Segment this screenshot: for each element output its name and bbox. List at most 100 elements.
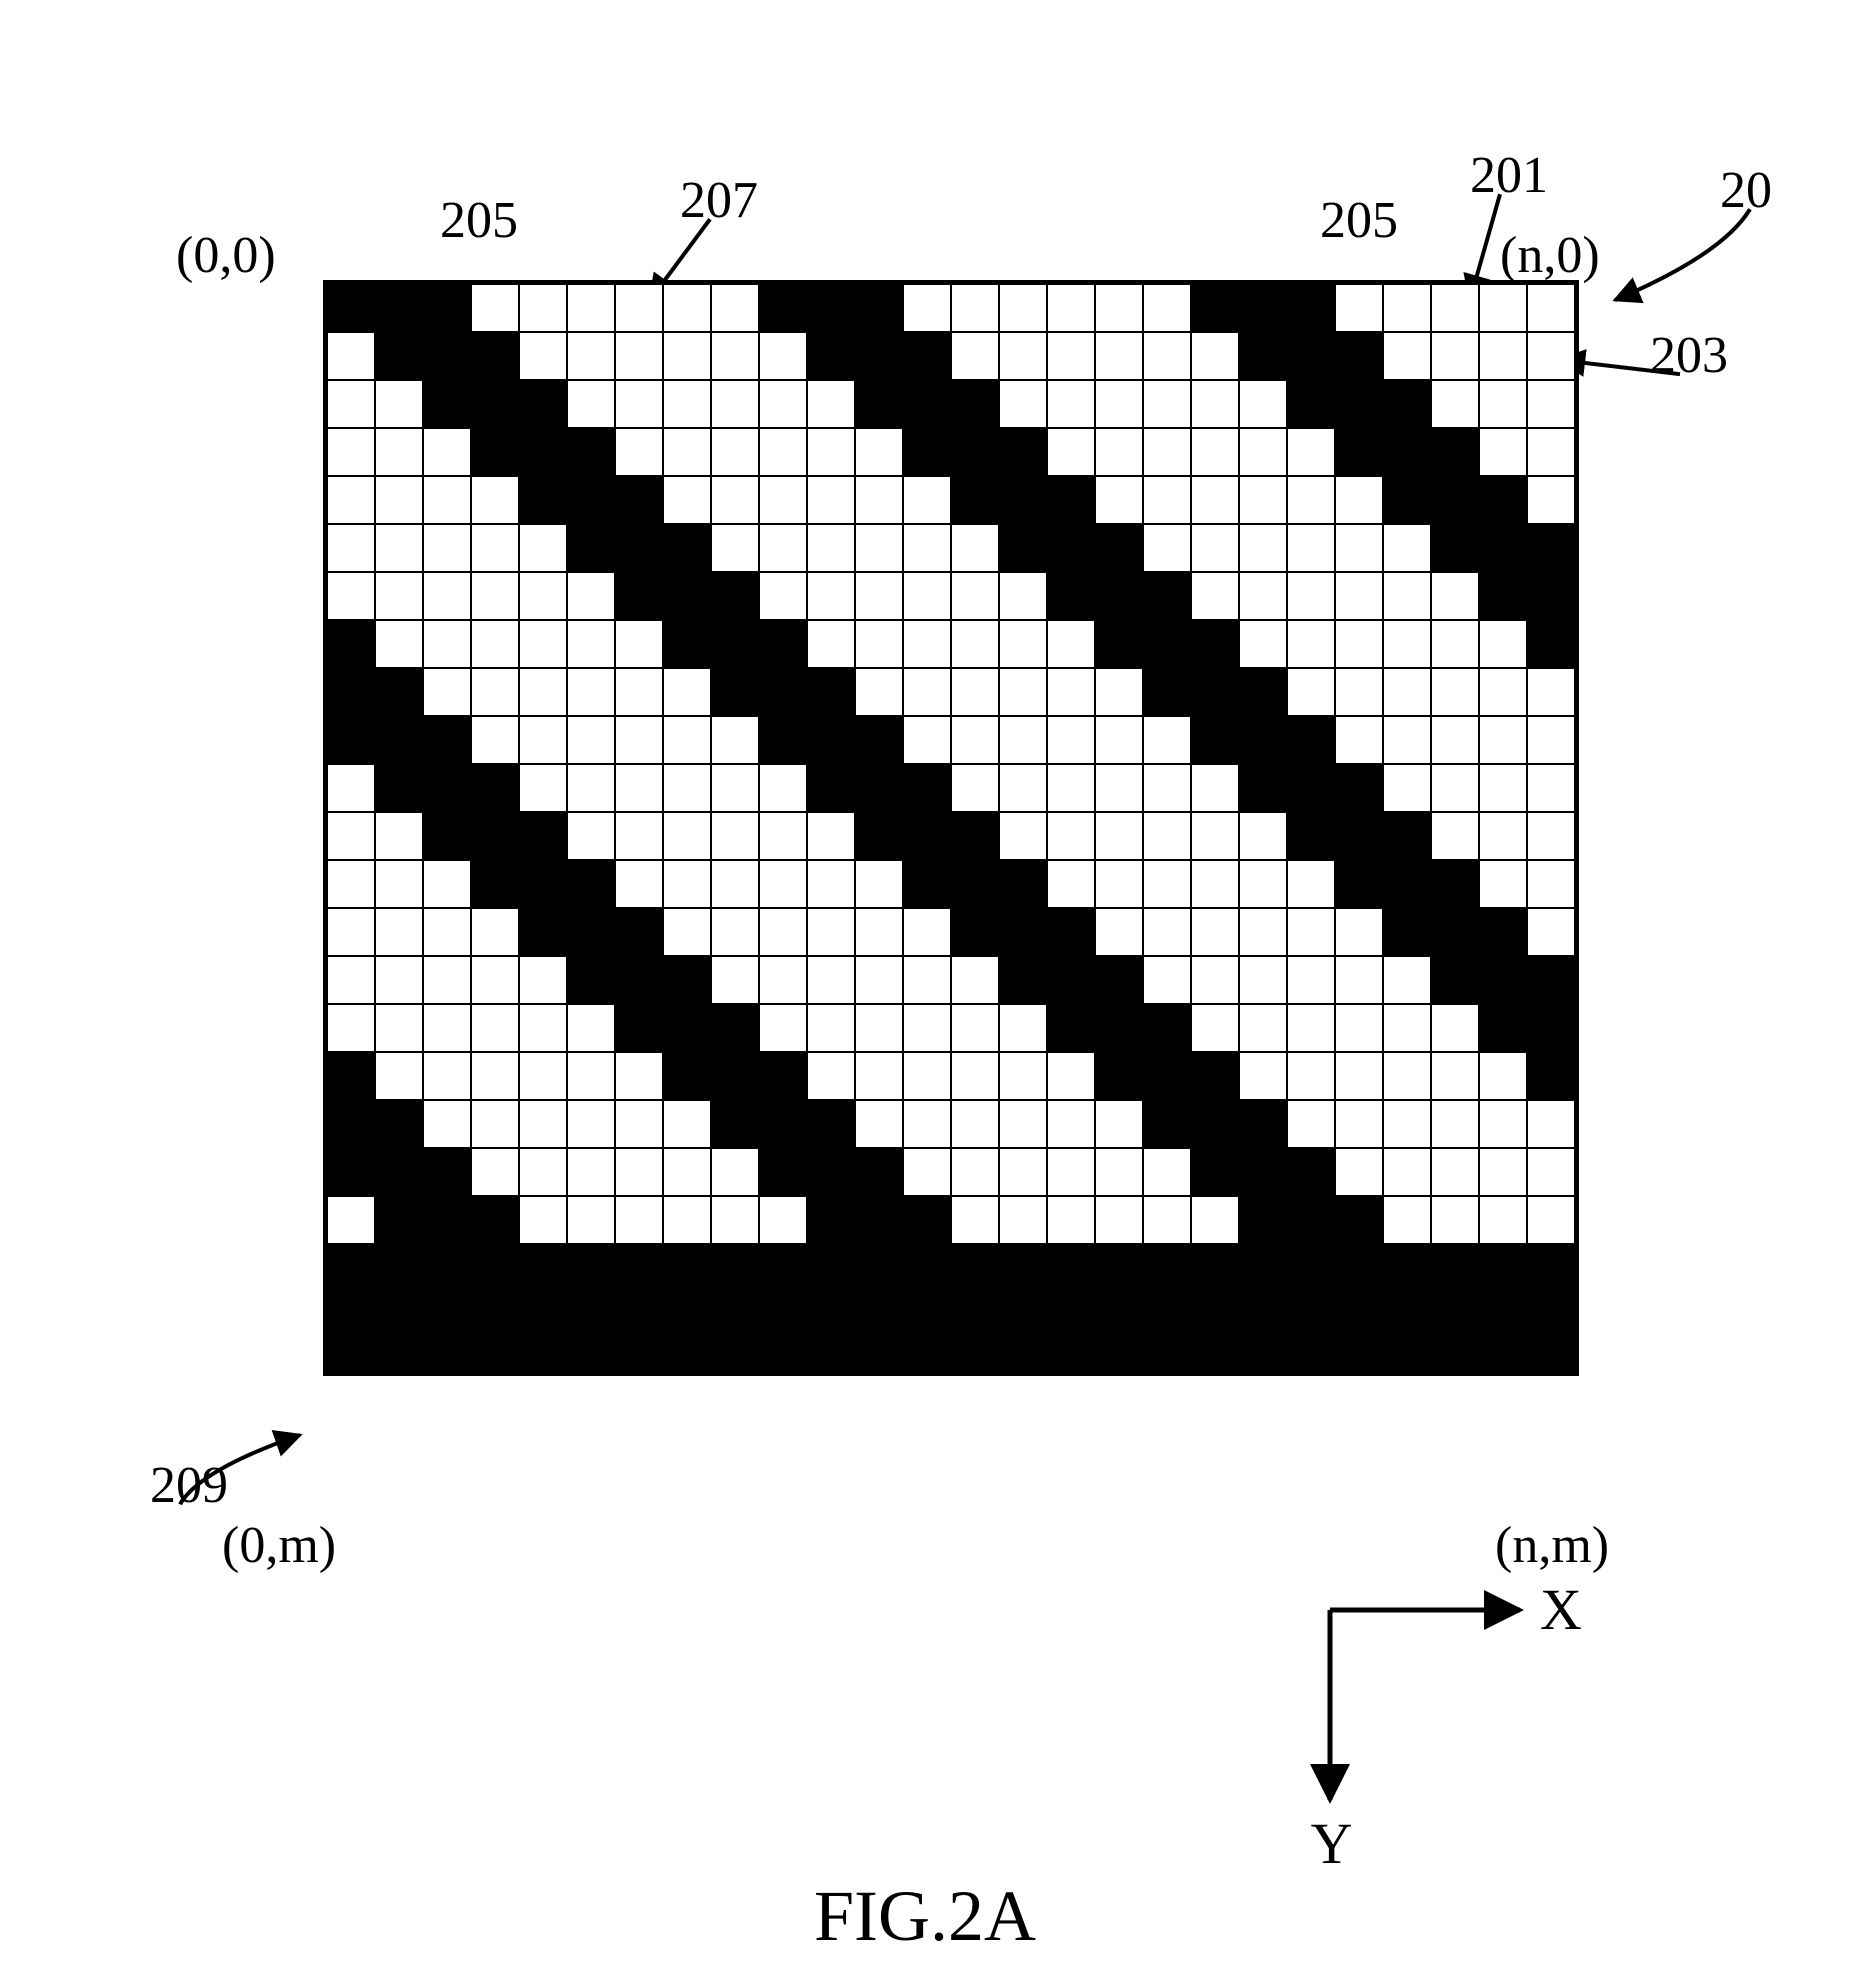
light-cell: [327, 956, 375, 1004]
light-cell: [1527, 812, 1575, 860]
light-cell: [855, 428, 903, 476]
dark-cell: [1383, 812, 1431, 860]
dark-cell: [1527, 1004, 1575, 1052]
dark-cell: [327, 1148, 375, 1196]
light-cell: [807, 956, 855, 1004]
light-cell: [1239, 956, 1287, 1004]
text: (n,m): [1495, 1517, 1609, 1574]
dark-cell: [1383, 860, 1431, 908]
light-cell: [1191, 476, 1239, 524]
light-cell: [1191, 908, 1239, 956]
dark-cell: [807, 716, 855, 764]
dark-cell: [375, 1196, 423, 1244]
dark-cell: [423, 380, 471, 428]
light-cell: [1047, 668, 1095, 716]
dark-cell: [663, 620, 711, 668]
light-cell: [327, 1004, 375, 1052]
light-cell: [807, 1052, 855, 1100]
light-cell: [903, 620, 951, 668]
light-cell: [663, 476, 711, 524]
light-cell: [1047, 620, 1095, 668]
dark-cell: [471, 812, 519, 860]
light-cell: [807, 860, 855, 908]
light-cell: [951, 1148, 999, 1196]
dark-cell: [327, 716, 375, 764]
light-cell: [471, 1100, 519, 1148]
dark-cell: [903, 764, 951, 812]
dark-cell: [1431, 860, 1479, 908]
light-cell: [1095, 284, 1143, 332]
light-cell: [519, 524, 567, 572]
light-cell: [327, 860, 375, 908]
light-cell: [1287, 524, 1335, 572]
light-cell: [1335, 908, 1383, 956]
light-cell: [1287, 428, 1335, 476]
dark-cell: [567, 428, 615, 476]
light-cell: [1095, 668, 1143, 716]
dark-cell: [951, 812, 999, 860]
light-cell: [1479, 620, 1527, 668]
light-cell: [615, 764, 663, 812]
leader-20: [1615, 209, 1750, 300]
light-cell: [327, 524, 375, 572]
light-cell: [1239, 620, 1287, 668]
dark-cell: [471, 428, 519, 476]
dark-cell: [519, 428, 567, 476]
dark-cell: [567, 908, 615, 956]
dark-cell: [1047, 1004, 1095, 1052]
light-cell: [1239, 908, 1287, 956]
dark-cell: [471, 860, 519, 908]
ref-label-207: 207: [680, 175, 758, 227]
light-cell: [1239, 428, 1287, 476]
light-cell: [903, 1148, 951, 1196]
light-cell: [711, 764, 759, 812]
light-cell: [1335, 668, 1383, 716]
light-cell: [1383, 1100, 1431, 1148]
light-cell: [1095, 764, 1143, 812]
dark-cell: [759, 668, 807, 716]
light-cell: [471, 284, 519, 332]
dark-cell: [1047, 956, 1095, 1004]
light-cell: [1383, 956, 1431, 1004]
light-cell: [663, 1196, 711, 1244]
light-cell: [1527, 428, 1575, 476]
light-cell: [1095, 1196, 1143, 1244]
caption-text: FIG.2A: [814, 1876, 1036, 1956]
light-cell: [663, 764, 711, 812]
light-cell: [1479, 380, 1527, 428]
light-cell: [1047, 812, 1095, 860]
light-cell: [1095, 380, 1143, 428]
light-cell: [759, 812, 807, 860]
light-cell: [1479, 1148, 1527, 1196]
light-cell: [999, 284, 1047, 332]
dark-cell: [855, 284, 903, 332]
dark-cell: [855, 812, 903, 860]
dark-cell: [999, 860, 1047, 908]
light-cell: [567, 812, 615, 860]
light-cell: [999, 764, 1047, 812]
dark-cell: [1287, 764, 1335, 812]
light-cell: [423, 908, 471, 956]
light-cell: [1527, 476, 1575, 524]
light-cell: [1047, 860, 1095, 908]
dark-cell: [1191, 620, 1239, 668]
light-cell: [1239, 1004, 1287, 1052]
dark-cell: [999, 908, 1047, 956]
light-cell: [519, 668, 567, 716]
light-cell: [1335, 1100, 1383, 1148]
dark-cell: [327, 1100, 375, 1148]
dark-cell: [519, 812, 567, 860]
light-cell: [1095, 716, 1143, 764]
light-cell: [807, 908, 855, 956]
dark-cell: [807, 1196, 855, 1244]
light-cell: [1431, 620, 1479, 668]
text: (n,0): [1500, 227, 1600, 284]
light-cell: [327, 572, 375, 620]
light-cell: [1527, 1148, 1575, 1196]
light-cell: [855, 668, 903, 716]
dark-cell: [375, 1100, 423, 1148]
light-cell: [903, 956, 951, 1004]
light-cell: [1383, 284, 1431, 332]
dark-cell: [855, 1196, 903, 1244]
light-cell: [423, 476, 471, 524]
